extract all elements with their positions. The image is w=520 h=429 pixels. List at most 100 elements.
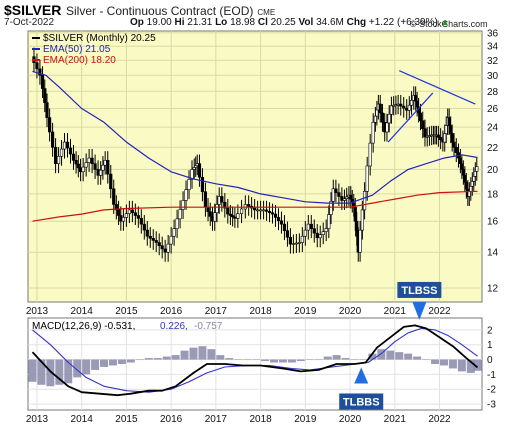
price-candle-body xyxy=(136,215,140,219)
price-candle-body xyxy=(112,188,116,205)
price-candle-body xyxy=(116,209,121,216)
price-y-tick-label: 30 xyxy=(487,71,499,82)
price-candle-body xyxy=(267,210,272,213)
price-candle-body xyxy=(175,218,179,229)
price-candle-body xyxy=(373,115,377,123)
price-candle-body xyxy=(45,102,49,118)
price-candle-body xyxy=(68,147,73,155)
macd-histogram-bar xyxy=(73,359,82,378)
price-candle-body xyxy=(365,165,369,192)
price-candle-body xyxy=(276,217,281,222)
instrument-name-text: Silver - Continuous Contract (EOD) xyxy=(66,4,254,18)
price-candle-body xyxy=(288,236,293,245)
macd-histogram-bar xyxy=(100,359,109,367)
price-candle-body xyxy=(470,181,474,187)
price-candle-body xyxy=(114,204,118,211)
price-candle-body xyxy=(190,169,194,180)
price-candle-body xyxy=(282,223,287,231)
price-candle-body xyxy=(261,209,266,212)
price-legend-label: EMA(50) 21.05 xyxy=(43,44,111,55)
macd-x-tick-label: 2019 xyxy=(294,414,317,425)
price-candle-body xyxy=(423,128,427,138)
macd-x-tick-label: 2014 xyxy=(71,414,94,425)
price-candle-body xyxy=(270,212,275,215)
price-candle-body xyxy=(405,107,409,111)
price-x-tick-label: 2021 xyxy=(384,306,407,317)
exchange-label: CME xyxy=(257,8,276,17)
price-candle-body xyxy=(84,162,88,168)
macd-histogram-bar xyxy=(431,359,440,364)
low-label: Lo xyxy=(215,17,228,28)
macd-x-tick-label: 2020 xyxy=(339,414,362,425)
price-candle-body xyxy=(375,109,379,117)
macd-x-tick-label: 2016 xyxy=(160,414,183,425)
price-candle-body xyxy=(334,188,338,193)
price-candle-body xyxy=(106,160,110,175)
macd-histogram-bar xyxy=(278,359,287,363)
macd-histogram-bar xyxy=(350,359,359,361)
macd-legend-label: MACD(12,26,9) -0.531, xyxy=(32,321,135,332)
price-candle-body xyxy=(35,62,39,70)
volume-value: 34.6M xyxy=(316,17,344,28)
price-candle-body xyxy=(389,105,394,115)
macd-histogram-bar xyxy=(413,356,422,360)
price-candle-body xyxy=(300,235,304,243)
macd-histogram-bar xyxy=(439,359,448,366)
macd-histogram-bar xyxy=(448,359,457,369)
price-candle-body xyxy=(253,207,257,211)
price-candle-body xyxy=(303,229,307,237)
price-candle-body xyxy=(178,209,182,220)
close-value: 20.25 xyxy=(270,17,296,28)
price-candle-body xyxy=(464,181,468,190)
price-candle-body xyxy=(65,141,70,149)
price-candle-body xyxy=(385,122,389,133)
annotation-box xyxy=(339,393,384,410)
price-candle-body xyxy=(93,163,97,170)
price-x-tick-label: 2015 xyxy=(115,306,138,317)
macd-x-tick-label: 2022 xyxy=(428,414,451,425)
price-candle-body xyxy=(368,142,372,167)
price-candle-body xyxy=(387,113,391,124)
price-candle-body xyxy=(256,209,260,212)
macd-histogram-bar xyxy=(37,359,46,385)
macd-x-tick-label: 2018 xyxy=(249,414,272,425)
price-candle-body xyxy=(452,141,456,148)
price-candle-body xyxy=(460,163,464,170)
price-candle-body xyxy=(139,218,143,225)
price-x-tick-label: 2022 xyxy=(428,306,451,317)
price-candle-body xyxy=(331,188,335,202)
annotation-label: TLBSS xyxy=(401,285,437,297)
price-candle-body xyxy=(76,163,80,169)
price-legend-entry: EMA(200) 18.20 xyxy=(32,55,116,66)
price-candle-body xyxy=(340,196,344,201)
price-candle-body xyxy=(312,228,316,234)
macd-histogram-bar xyxy=(117,359,126,364)
price-y-tick-label: 36 xyxy=(487,28,499,39)
macd-histogram-bar xyxy=(404,353,413,360)
close-label: Cl xyxy=(257,17,268,28)
price-candle-body xyxy=(51,131,55,148)
price-candle-body xyxy=(297,242,301,244)
macd-annotation: TLBBS xyxy=(339,367,384,410)
price-candle-body xyxy=(96,169,100,176)
price-candle-body xyxy=(329,201,333,215)
price-candle-body xyxy=(358,229,362,253)
price-legend-label: EMA(200) 18.20 xyxy=(43,55,116,66)
price-candle-body xyxy=(239,208,244,214)
copyright-notice[interactable]: © StockCharts.com xyxy=(410,19,488,29)
macd-histogram-bar xyxy=(368,353,377,360)
price-candle-body xyxy=(294,242,298,245)
open-label: Op xyxy=(130,17,144,28)
price-candle-body xyxy=(355,220,359,237)
annotation-label: TLBBS xyxy=(343,396,380,408)
price-candle-body xyxy=(233,216,237,219)
price-candle-body xyxy=(145,229,149,237)
price-candle-body xyxy=(154,240,158,243)
macd-histogram-bar xyxy=(135,359,144,361)
price-x-tick-label: 2018 xyxy=(249,306,272,317)
price-candle-body xyxy=(43,88,47,103)
macd-histogram-bar xyxy=(296,359,305,362)
price-y-tick-label: 22 xyxy=(487,143,499,154)
price-candle-body xyxy=(133,212,137,216)
price-candle-body xyxy=(187,179,191,190)
